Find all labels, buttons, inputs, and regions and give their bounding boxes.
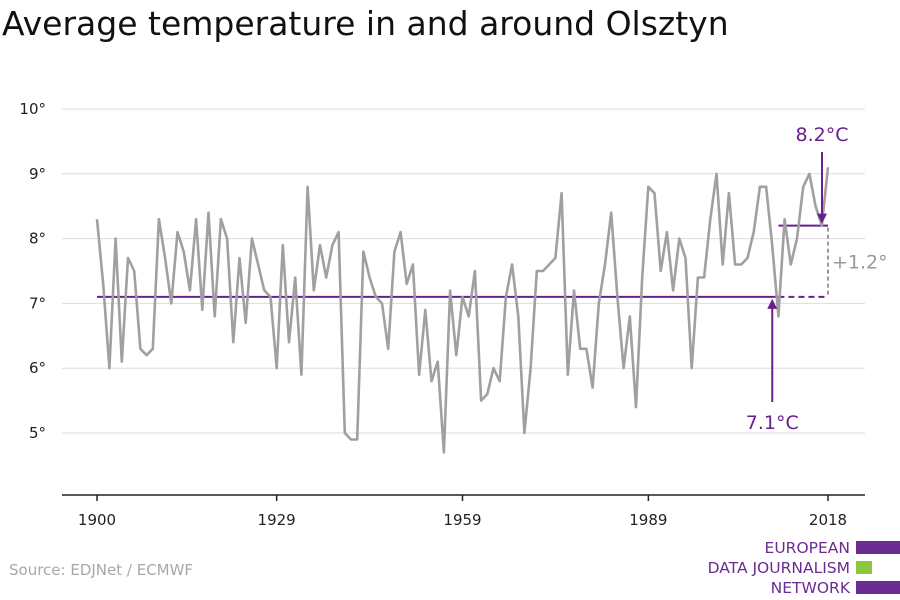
x-tick-label-1989: 1989 — [629, 511, 667, 529]
y-tick-label-9: 9° — [29, 165, 46, 183]
baseline-label: 7.1°C — [746, 412, 799, 434]
recent-average-label: 8.2°C — [796, 124, 849, 146]
y-tick-label-6: 6° — [29, 359, 46, 377]
logo-line-1: EUROPEAN — [764, 539, 850, 557]
series-layer — [95, 167, 830, 454]
gridlines — [62, 108, 865, 434]
y-tick-label-10: 10° — [19, 100, 46, 118]
source-note: Source: EDJNet / ECMWF — [9, 561, 194, 579]
x-axis: 1900 1929 1959 1989 2018 — [62, 494, 865, 529]
edjnet-logo[interactable]: EUROPEAN DATA JOURNALISM NETWORK — [700, 538, 900, 598]
chart-title: Average temperature in and around Olszty… — [2, 4, 729, 43]
logo-line-2: DATA JOURNALISM — [707, 559, 850, 577]
logo-bar-middle — [856, 561, 872, 574]
x-tick-label-1900: 1900 — [78, 511, 116, 529]
x-tick-label-2018: 2018 — [809, 511, 847, 529]
baseline-arrowhead — [767, 298, 778, 309]
difference-label: +1.2° — [832, 251, 888, 273]
y-tick-label-5: 5° — [29, 424, 46, 442]
logo-bar-top — [856, 541, 900, 554]
recent-average-arrowhead — [817, 213, 827, 224]
logo-bar-bottom — [856, 581, 900, 594]
x-tick-label-1929: 1929 — [258, 511, 296, 529]
y-tick-label-7: 7° — [29, 294, 46, 312]
annotations: +1.2° 8.2°C 7.1°C — [746, 124, 888, 434]
logo-line-3: NETWORK — [770, 579, 850, 597]
x-tick-label-1959: 1959 — [443, 511, 481, 529]
y-axis-tick-labels: 5° 6° 7° 8° 9° 10° — [19, 100, 46, 442]
temperature-series-line — [95, 167, 830, 454]
y-tick-label-8: 8° — [29, 230, 46, 248]
